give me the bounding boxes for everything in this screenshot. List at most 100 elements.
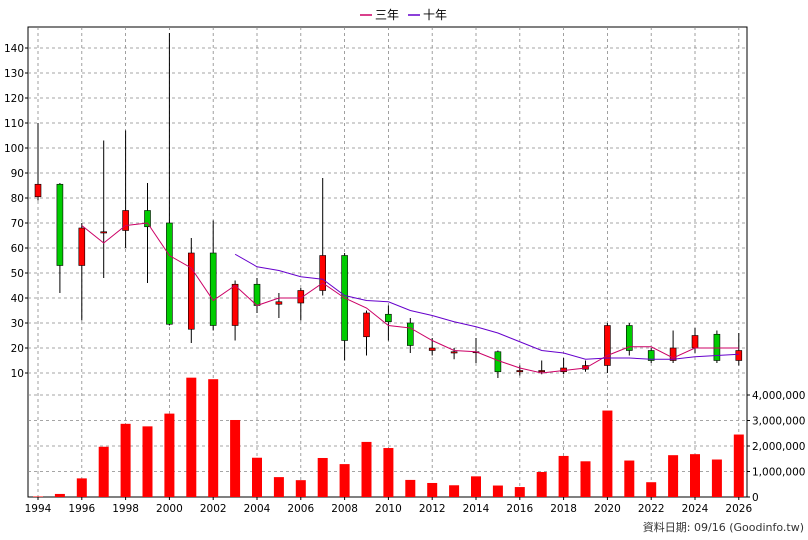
ma3-line: [81, 222, 739, 374]
year-tick-label-1996: 1996: [68, 503, 95, 515]
volume-bar-2025: [711, 459, 722, 497]
price-tick-label-60: 60: [11, 243, 24, 255]
volume-bar-2001: [186, 377, 197, 497]
volume-bar-2007: [317, 457, 328, 497]
candle-body-2016: [516, 370, 524, 373]
candle-body-2021: [625, 325, 633, 351]
volume-bar-1995: [54, 493, 65, 497]
candle-body-2007: [319, 255, 327, 291]
volume-bar-1997: [98, 446, 109, 497]
price-tick-label-70: 70: [11, 218, 24, 230]
candle-body-2003: [231, 283, 239, 326]
volume-bar-2008: [339, 464, 350, 497]
candle-body-2010: [385, 313, 392, 323]
price-tick-label-40: 40: [11, 293, 24, 305]
volume-bar-2009: [361, 441, 372, 497]
volume-bar-2005: [273, 477, 284, 497]
candle-body-2015: [494, 351, 502, 373]
candle-body-2025: [713, 333, 721, 361]
volume-bar-2015: [492, 485, 503, 497]
volume-bar-2016: [514, 487, 525, 497]
price-tick-label-100: 100: [4, 143, 24, 155]
volume-tick-label-3: 3,000,000: [752, 416, 805, 428]
year-tick-label-1994: 1994: [25, 503, 52, 515]
price-tick-label-130: 130: [4, 68, 24, 80]
volume-bar-2012: [427, 482, 438, 497]
volume-bar-1994: [33, 496, 43, 497]
candle-body-2011: [406, 322, 414, 346]
price-tick-label-110: 110: [4, 118, 24, 130]
volume-bar-2013: [449, 485, 460, 497]
candle-body-2009: [363, 312, 370, 338]
year-tick-label-2018: 2018: [550, 503, 577, 515]
candle-body-2024: [691, 335, 699, 349]
year-tick-label-1998: 1998: [112, 503, 139, 515]
candle-body-2022: [647, 350, 655, 361]
candle-body-2012: [428, 347, 436, 351]
year-tick-label-2002: 2002: [200, 503, 227, 515]
year-tick-label-2000: 2000: [156, 503, 183, 515]
volume-bar-2022: [646, 482, 657, 497]
candle-body-2017: [538, 370, 546, 373]
volume-bar-2010: [383, 448, 394, 497]
candle-body-2026: [735, 350, 743, 361]
candle-body-2001: [188, 252, 195, 330]
volume-bar-2014: [471, 476, 481, 497]
volume-bar-2011: [405, 479, 416, 497]
volume-bar-2026: [733, 434, 744, 497]
year-tick-label-2026: 2026: [725, 503, 752, 515]
volume-bar-1996: [76, 478, 87, 497]
legend-label-ma3: 三年: [375, 8, 399, 22]
volume-bars: [33, 377, 744, 497]
candle-body-2020: [604, 325, 611, 366]
price-tick-label-20: 20: [11, 343, 24, 355]
volume-bar-2020: [602, 410, 613, 497]
candlesticks: [34, 33, 743, 378]
volume-bar-2024: [690, 454, 700, 497]
price-axis: 10 20 30 40 50 60 70 80 90 100 110 120 130 140: [4, 43, 28, 380]
volume-tick-label-0: 0: [752, 492, 759, 504]
legend: 三年 十年: [360, 8, 447, 22]
volume-bar-2017: [536, 472, 547, 497]
volume-bar-2023: [668, 455, 679, 497]
candle-body-1998: [122, 210, 129, 231]
candle-body-2019: [582, 365, 589, 370]
volume-bar-1999: [142, 426, 153, 497]
candle-body-2000: [166, 222, 173, 325]
candle-body-2005: [275, 301, 283, 305]
volume-tick-label-1: 1,000,000: [752, 467, 805, 479]
candle-body-2013: [450, 351, 458, 354]
volume-bar-2000: [164, 413, 175, 497]
volume-bar-1998: [120, 423, 131, 497]
candle-body-2006: [297, 290, 305, 304]
price-tick-label-120: 120: [4, 93, 24, 105]
volume-bar-2004: [252, 457, 262, 497]
candle-body-2023: [669, 347, 677, 361]
volume-bar-2021: [624, 460, 635, 497]
candle-body-1995: [56, 183, 64, 266]
year-tick-label-2022: 2022: [638, 503, 665, 515]
volume-bar-2006: [295, 480, 306, 497]
volume-tick-label-2: 2,000,000: [752, 441, 805, 453]
year-tick-label-2016: 2016: [506, 503, 533, 515]
year-tick-label-2024: 2024: [682, 503, 709, 515]
price-tick-label-80: 80: [11, 193, 24, 205]
year-tick-label-2010: 2010: [375, 503, 402, 515]
price-tick-label-10: 10: [11, 368, 24, 380]
year-tick-label-2014: 2014: [463, 503, 490, 515]
volume-tick-label-4: 4,000,000: [752, 390, 805, 402]
candle-body-1997: [100, 231, 107, 234]
price-tick-label-140: 140: [4, 43, 24, 55]
candle-body-1996: [78, 227, 86, 266]
candle-body-1994: [34, 183, 42, 198]
candle-body-1999: [144, 210, 151, 228]
volume-bar-2002: [208, 379, 219, 497]
volume-bar-2003: [230, 419, 241, 497]
candle-body-2004: [253, 283, 261, 306]
year-tick-label-2012: 2012: [419, 503, 446, 515]
candle-body-2002: [209, 252, 217, 326]
volume-axis: 0 1,000,000 2,000,000 3,000,000 4,000,000: [747, 390, 805, 504]
price-tick-label-30: 30: [11, 318, 24, 330]
year-axis: 1994 1996 1998 2000 2002 2004 2006 2008 2010 2012…: [25, 497, 752, 515]
